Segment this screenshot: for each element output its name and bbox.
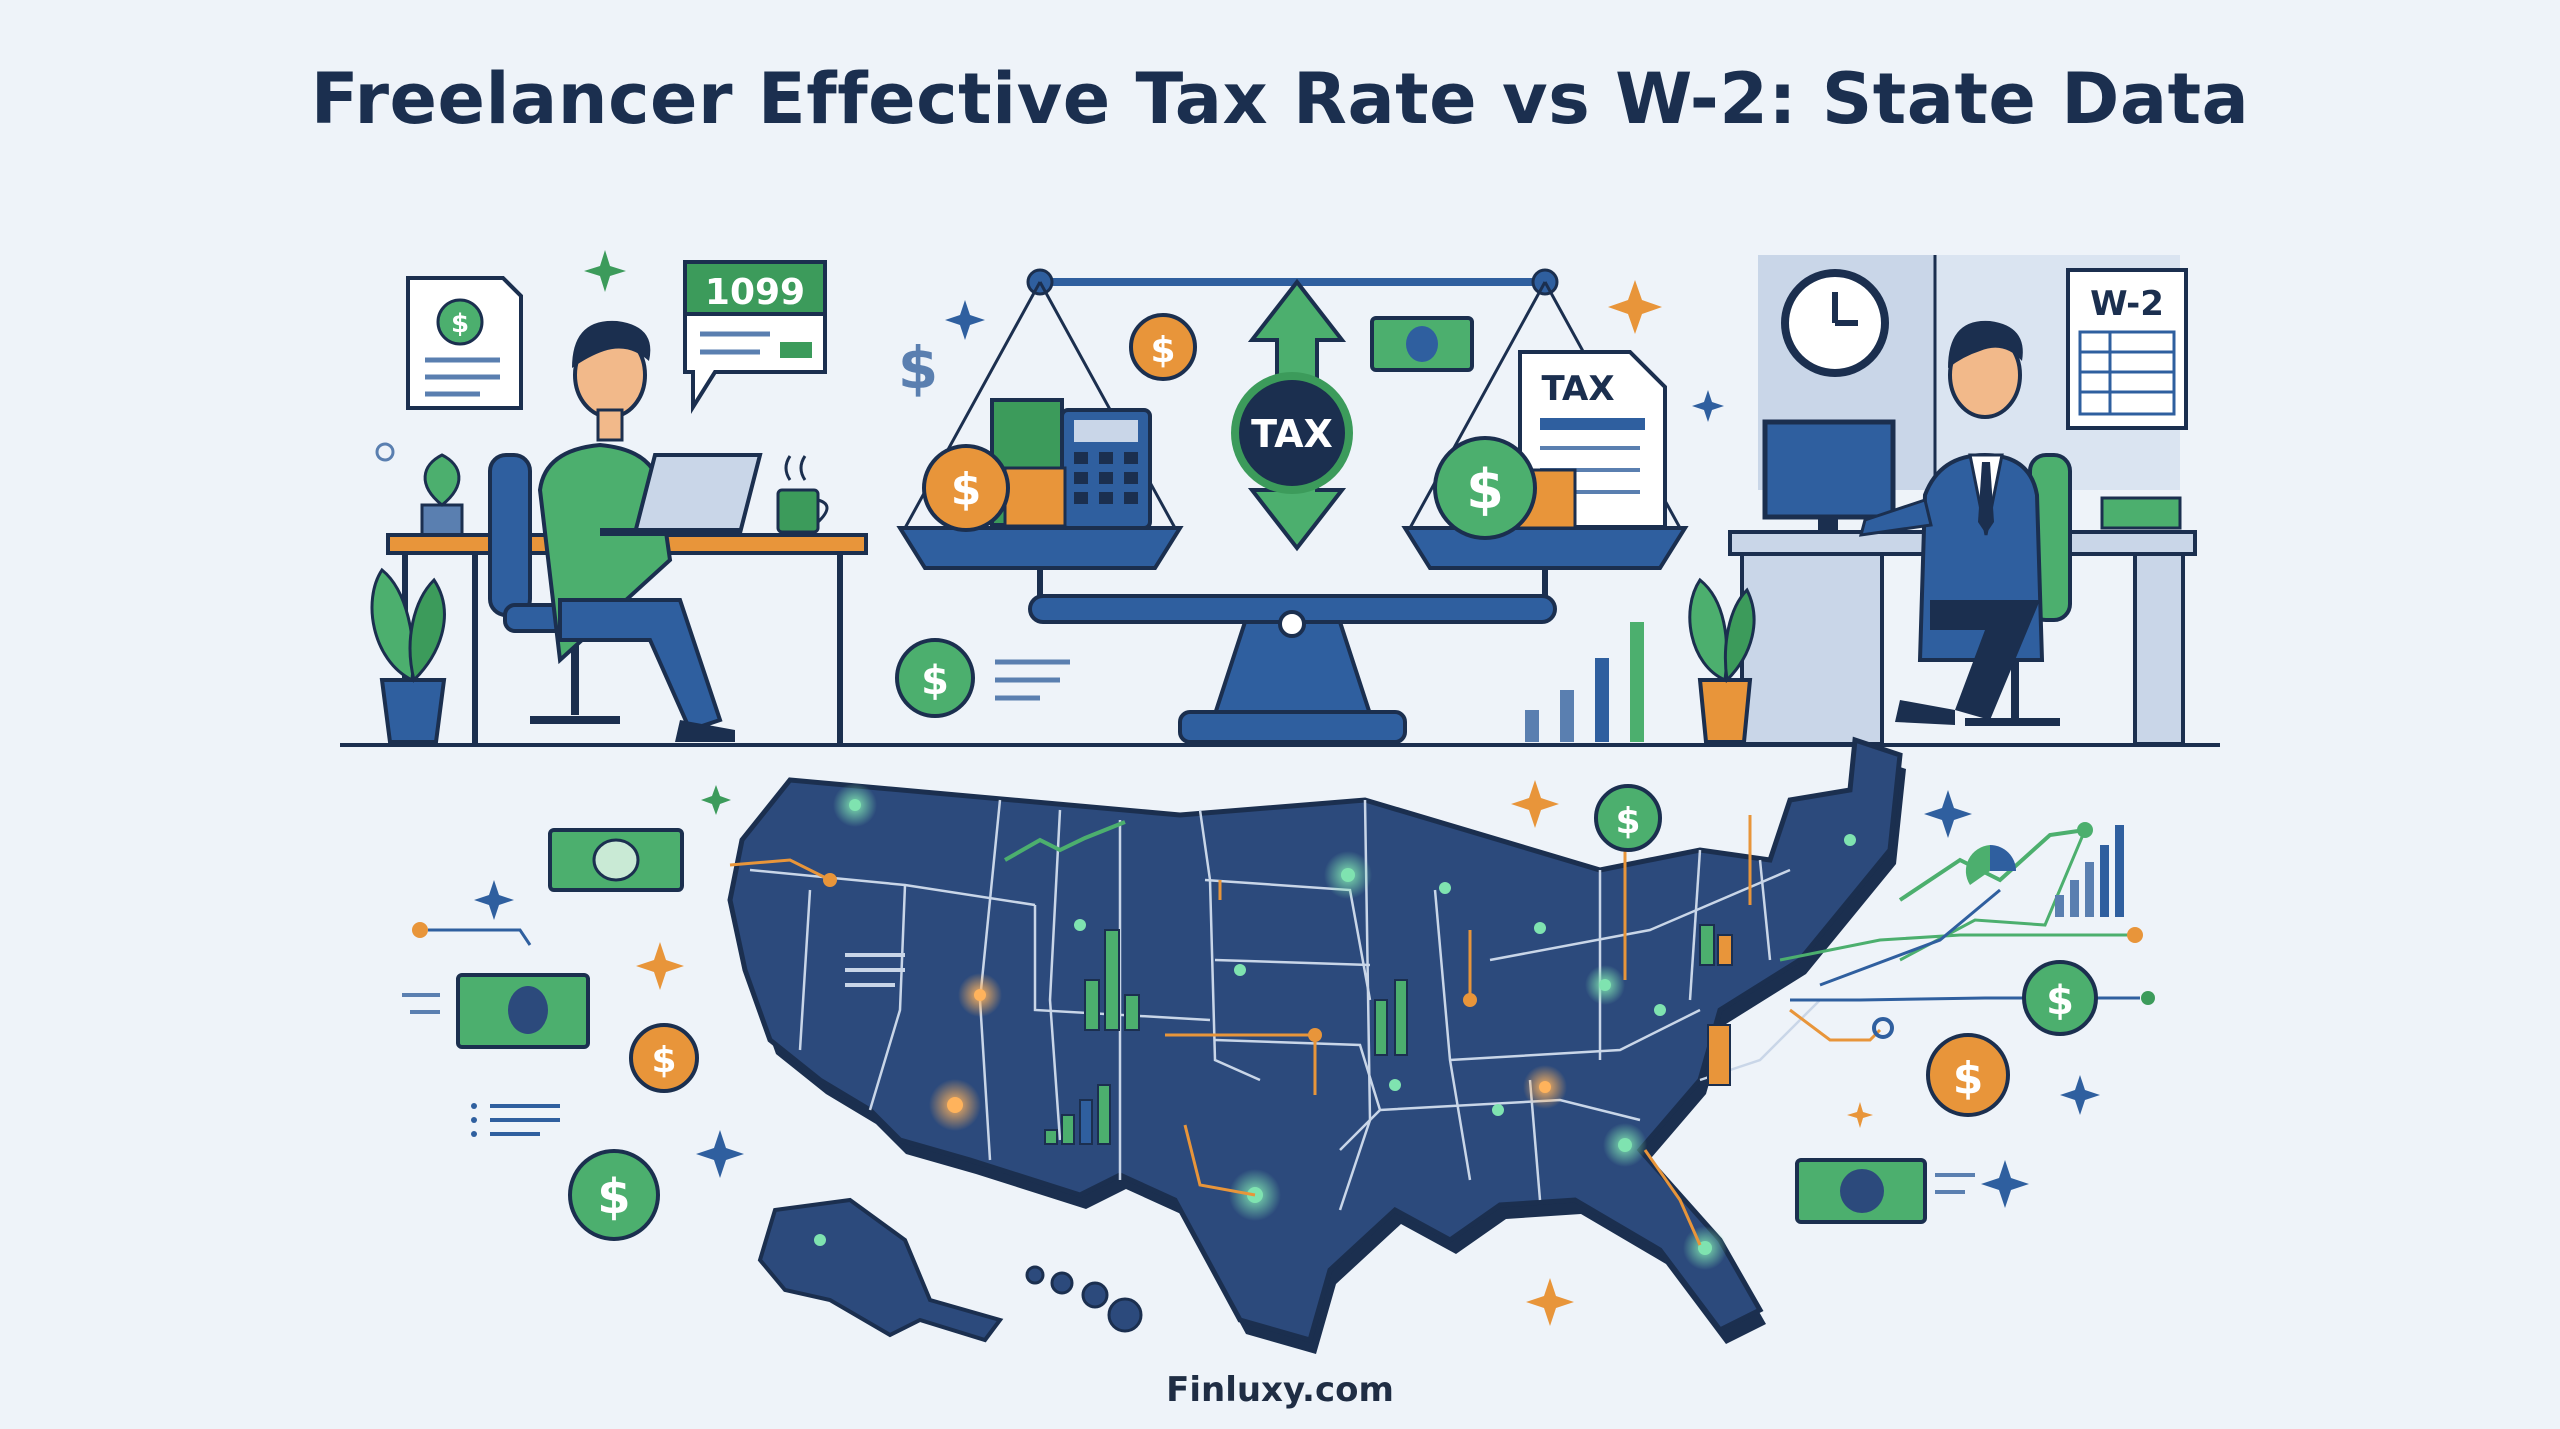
map-bar-charts [1044,924,1733,1145]
map-coin-dollar-green-top: $ [1615,801,1640,842]
coffee-mug-icon [776,455,829,534]
right-coin-dollar: $ [1466,458,1504,521]
form-1099-bubble: 1099 [683,260,827,414]
desk-plant-icon [420,453,464,537]
freelancer-scene: $ 1099 [370,250,868,745]
w2-form-icon: W-2 [2066,268,2188,430]
map-connectors [729,815,1752,1246]
page-title: Freelancer Effective Tax Rate vs W-2: St… [310,58,2250,140]
clock-icon [1781,269,1889,377]
tax-document-label: TAX [1541,369,1614,409]
map-coin-dollar-green-right: $ [2046,978,2074,1024]
footer-brand: Finluxy.com [1166,1370,1394,1410]
floating-coin-dollar: $ [1150,330,1175,371]
floor-plant-icon [370,567,447,744]
office-plant-icon [1688,577,1756,744]
employee-person [1858,320,2045,725]
w2-form-label: W-2 [2090,284,2164,324]
form-1099-label: 1099 [705,272,805,313]
balance-scale: TAX $ TAX $ $ $ $ [895,268,1689,744]
map-decorations: $ $ $ $ [402,780,2155,1326]
laptop-icon [600,453,763,536]
lower-coin-dollar: $ [921,658,949,704]
sparkle-icon [584,250,626,292]
monitor-icon [1762,419,1896,532]
map-coin-dollar-orange-right: $ [1953,1053,1984,1104]
us-map [727,736,1906,1354]
map-markers [833,783,1856,1270]
document-dollar-sign: $ [451,309,469,339]
alaska-shape [757,1197,1004,1343]
left-coin-dollar: $ [951,464,982,515]
tax-center-label: TAX [1251,412,1333,456]
map-coin-dollar-orange: $ [651,1040,676,1081]
floating-dollar-sign: $ [898,334,938,402]
freelancer-person [537,320,735,742]
hawaii-shape [1025,1265,1143,1333]
invoice-document-icon: $ [406,276,523,410]
map-coin-dollar-green-left: $ [597,1169,630,1225]
employee-scene: W-2 [1688,255,2197,746]
